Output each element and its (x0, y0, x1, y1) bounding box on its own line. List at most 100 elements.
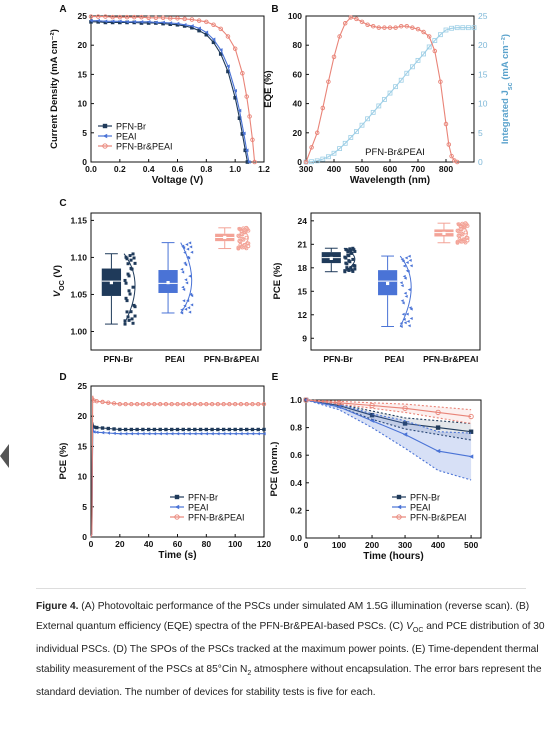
panel-e-legend-label: PFN-Br&PEAI (410, 512, 467, 522)
panel-e-series-line (305, 399, 472, 433)
panel-c-pce-sample-point (399, 325, 403, 329)
panel-e-ytick-label: 1.0 (290, 395, 302, 405)
panel-c-voc-sample-point (183, 261, 187, 265)
panel-a-ytick-label: 20 (78, 40, 88, 50)
panel-c-voc-category-label: PFN-Br (104, 354, 134, 364)
panel-c-pce-sample-point (461, 237, 466, 242)
panel-b-ytick-label: 20 (293, 128, 303, 138)
panel-d-data-point (100, 430, 105, 435)
panel-d-data-point (117, 401, 122, 407)
panel-a-data-point (168, 21, 173, 25)
panel-c-voc-sample-point (246, 241, 251, 246)
panel-d-data-point (95, 425, 99, 430)
panel-e-legend-marker (396, 504, 402, 510)
panel-d-legend-marker (174, 514, 180, 520)
panel-e-legend-label: PEAI (410, 502, 431, 512)
panel-c-voc-sample-point (244, 246, 249, 251)
panel-a-data-point (242, 131, 246, 136)
panel-d-data-point (152, 427, 157, 432)
panel-b-jsc-point (337, 146, 343, 151)
panel-b-jsc-point (415, 57, 421, 63)
panel-d-xtick-label: 20 (115, 539, 125, 549)
panel-c-pce-sample-point (403, 276, 407, 280)
panel-b-y2tick-label: 15 (478, 69, 488, 79)
panel-c-voc-sample-point (181, 285, 185, 289)
panel-a-data-point (218, 48, 223, 52)
panel-c-voc-sample-point (184, 307, 188, 311)
panel-b-jsc-point (421, 51, 427, 57)
panel-c-pce-ytick-label: 15 (298, 286, 308, 296)
panel-b-jsc-point (314, 158, 320, 164)
panel-c-pce-category-label: PFN-Br (323, 354, 353, 364)
panel-a-ytick-label: 15 (78, 69, 88, 79)
panel-b-eqe-point (449, 153, 454, 159)
panel-c-pce-sample-point (352, 248, 356, 252)
panel-d-data-point (215, 401, 221, 407)
caption-voc-sub: OC (412, 626, 424, 634)
panel-c-voc-sample-point (129, 310, 133, 314)
panel-e-data-point (369, 412, 375, 418)
panel-a-xtick-label: 0.4 (143, 164, 155, 174)
panel-c-pce-sample-point (404, 256, 408, 260)
panel-d-series-line (90, 422, 264, 538)
caption-separator (36, 588, 526, 589)
panel-a-data-point (182, 24, 187, 28)
panel-d-xtick-label: 60 (173, 539, 183, 549)
panel-e-error-band (306, 400, 472, 480)
panel-d-data-point (250, 401, 255, 407)
panel-a-data-point (196, 18, 202, 23)
panel-c-voc-sample-point (189, 245, 193, 249)
panel-c-voc-sample-point (188, 274, 192, 278)
panel-a-data-point (168, 22, 173, 26)
panel-d-data-point (216, 427, 220, 432)
panel-c-pce-sample-point (345, 266, 349, 270)
panel-a-legend-label: PEAI (116, 131, 137, 141)
panel-b-jsc-point (387, 90, 393, 96)
panel-c-pce-sample-point (348, 260, 352, 264)
panel-d-data-point (158, 427, 162, 432)
panel-a-xtick-label: 0.0 (85, 164, 97, 174)
panel-a-legend-marker (102, 143, 108, 149)
panel-c-voc-sample-point (180, 267, 184, 271)
panel-b-jsc-point (426, 44, 432, 50)
caption-n2-sub: 2 (247, 669, 252, 677)
panel-d-ytick-label: 10 (78, 472, 88, 482)
panel-d-data-point (216, 432, 220, 436)
panel-d-data-point (123, 401, 128, 407)
panel-a-data-point (89, 20, 93, 24)
panel-c-voc-category-label: PFN-Br&PEAI (204, 354, 259, 364)
panel-c-voc-sample-point (127, 318, 131, 322)
panel-c-voc-sample-point (182, 299, 186, 303)
panel-a-ytick-label: 10 (78, 99, 88, 109)
panel-b-jsc-point (320, 156, 326, 162)
panel-a-data-point (240, 132, 245, 136)
panel-d-data-point (262, 427, 266, 432)
panel-a-data-point (125, 20, 129, 24)
panel-a-letter: A (59, 4, 66, 15)
panel-e-data-point (369, 402, 375, 409)
panel-b-jsc-point (432, 38, 438, 43)
panel-a-data-point (103, 20, 108, 25)
panel-a-data-point (124, 14, 130, 20)
panel-a-data-point (197, 26, 201, 31)
panel-a-data-point (237, 108, 242, 113)
panel-d-data-point (146, 401, 151, 407)
panel-c-pce-sample-point (457, 234, 462, 239)
panel-c-pce-sample-point (408, 258, 412, 262)
panel-d-data-point (100, 426, 105, 430)
panel-e-plot-frame (305, 399, 482, 539)
panel-a-data-point (168, 16, 173, 21)
panel-d-xtick-label: 120 (257, 539, 271, 549)
panel-b-eqe-point (370, 23, 376, 29)
panel-d-data-point (238, 401, 244, 407)
panel-e-data-point (402, 432, 408, 437)
panel-d-data-point (118, 432, 122, 436)
panel-a-data-point (237, 116, 242, 120)
panel-c-pce-sample-point (349, 248, 353, 252)
panel-c-pce-sample-point (401, 301, 405, 305)
panel-a-data-point (117, 14, 123, 20)
panel-c-voc-ytick-label: 1.00 (70, 326, 87, 336)
panel-c-pce-sample-point (463, 240, 468, 245)
panel-b-jsc-point (331, 150, 337, 156)
panel-d-ytick-label: 0 (82, 532, 87, 542)
